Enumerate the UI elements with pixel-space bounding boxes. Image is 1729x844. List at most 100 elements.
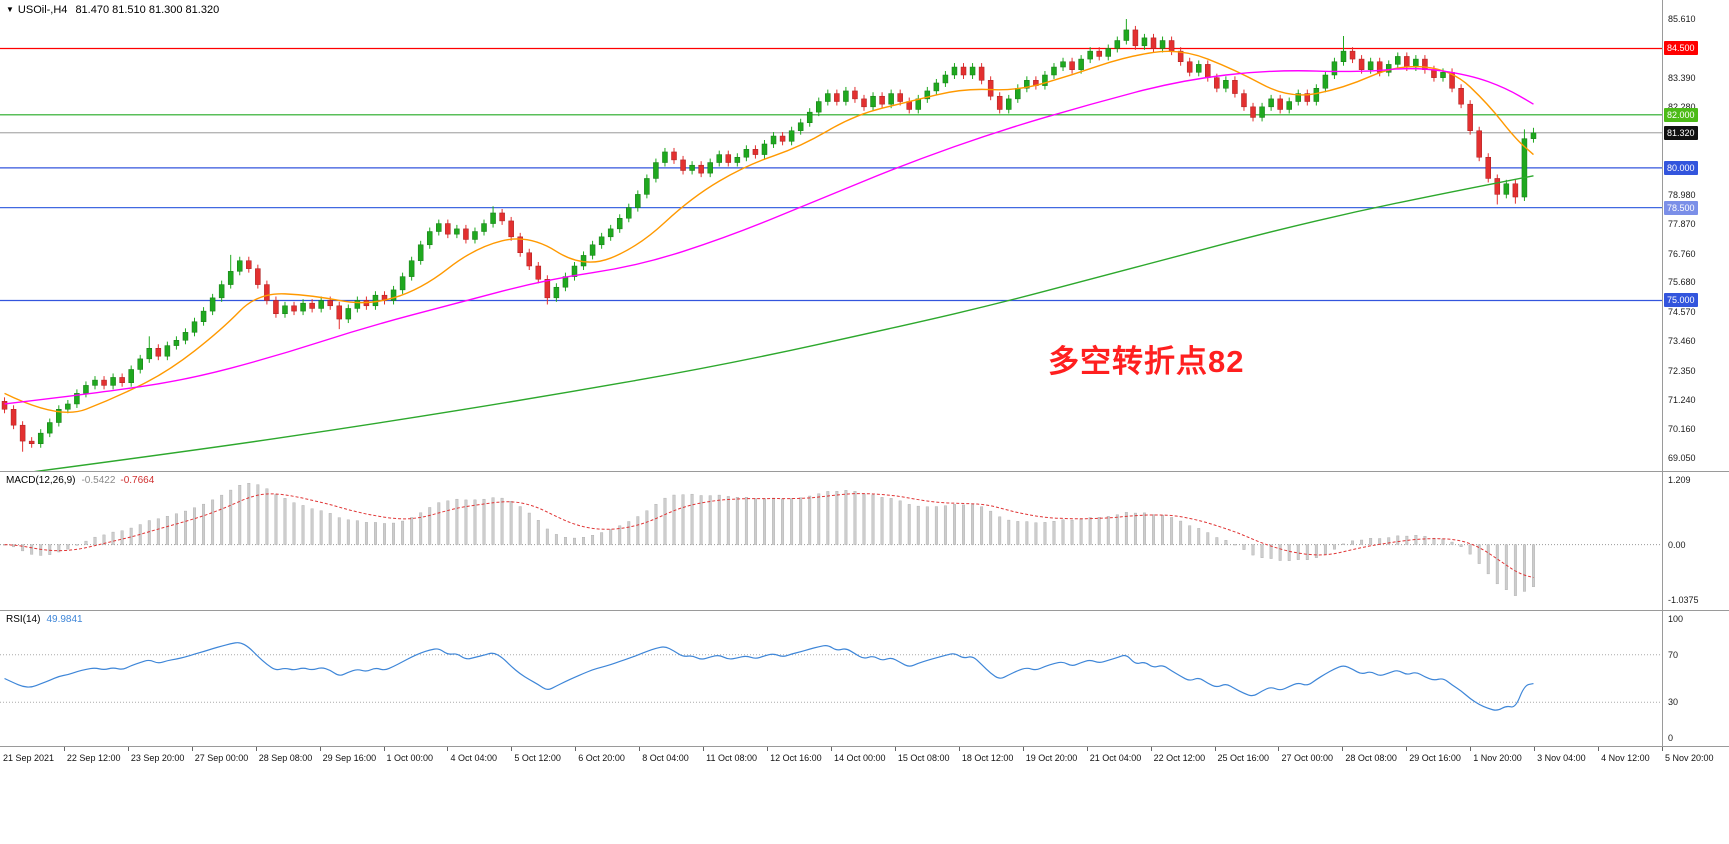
time-label: 21 Sep 2021 [3,753,55,763]
ohlc-values: 81.470 81.510 81.300 81.320 [75,4,220,16]
time-label: 23 Sep 20:00 [130,753,185,763]
ma-slow-green [33,175,1534,471]
time-axis[interactable]: 21 Sep 2021 22 Sep 12:00 23 Sep 20:00 27 Se… [0,746,1729,773]
time-tick [1598,747,1600,751]
rsi-value: 49.9841 [46,614,83,625]
time-tick [831,747,832,751]
price-tick: 76.760 [1668,248,1696,259]
time-label: 5 Oct 12:00 [514,753,561,763]
macd-name: MACD(12,26,9) [6,475,76,486]
time-label: 28 Sep 08:00 [258,753,313,763]
time-tick [255,747,257,751]
macd-label: MACD(12,26,9) -0.5422 -0.7664 [6,475,154,486]
price-tick: 69.050 [1668,453,1696,464]
macd-tick: -1.0375 [1668,595,1699,605]
time-tick [1406,747,1408,751]
macd-canvas[interactable] [0,472,1662,610]
time-tick [127,747,129,751]
price-axis[interactable]: 85.610 83.390 82.280 78.980 77.870 76.760 75.6… [1662,0,1729,471]
price-tag-78.500: 78.500 [1664,200,1698,215]
chart-annotation-text[interactable]: 多空转折点82 [1048,344,1245,379]
time-label: 4 Oct 04:00 [450,753,497,763]
time-label: 22 Oct 12:00 [1153,753,1206,763]
time-tick [511,747,513,751]
time-tick [639,747,641,751]
time-label: 22 Sep 12:00 [66,753,121,763]
macd-value-signal: -0.7664 [120,475,155,486]
rsi-axis[interactable]: 100 70 30 0 [1662,611,1729,747]
time-label: 4 Nov 12:00 [1601,753,1650,763]
time-label: 21 Oct 04:00 [1089,753,1142,763]
price-tick: 82.280 [1668,101,1696,113]
time-tick [1150,747,1152,751]
macd-tick: 1.209 [1668,475,1691,485]
rsi-name: RSI(14) [6,614,41,625]
time-label: 27 Sep 00:00 [194,753,249,763]
price-tag-81.320: 81.320 [1664,125,1698,140]
time-label: 12 Oct 16:00 [770,753,822,763]
time-tick [1342,747,1344,751]
macd-panel: MACD(12,26,9) -0.5422 -0.7664 1.209 0.00 -1.… [0,471,1729,611]
time-tick [767,747,769,751]
rsi-line [4,642,1534,711]
price-tick: 83.390 [1668,72,1696,83]
time-label: 25 Oct 16:00 [1217,753,1270,763]
time-tick [63,747,65,751]
time-tick [1214,747,1216,751]
rsi-canvas[interactable] [0,611,1662,746]
macd-signal-line [4,493,1534,579]
time-label: 1 Oct 00:00 [386,753,434,763]
time-tick [575,747,577,751]
rsi-tick: 30 [1668,697,1679,708]
time-label: 18 Oct 12:00 [961,753,1014,763]
macd-axis[interactable]: 1.209 0.00 -1.0375 [1662,472,1729,611]
time-label: 5 Nov 20:00 [1665,753,1714,763]
ma-fast-orange [4,50,1534,413]
price-tick: 75.680 [1668,277,1696,288]
price-tick: 77.870 [1668,219,1696,230]
time-tick [958,747,960,751]
time-tick [191,747,193,751]
price-tick: 70.160 [1668,423,1696,434]
price-tick: 78.980 [1668,189,1696,200]
time-tick [1278,747,1280,751]
price-tick: 71.240 [1668,395,1696,406]
price-tick: 74.570 [1668,306,1696,317]
time-label: 29 Oct 16:00 [1409,753,1461,763]
time-label: 14 Oct 00:00 [834,753,886,763]
macd-value-main: -0.5422 [81,475,116,486]
time-tick [383,747,385,751]
time-tick [1534,747,1536,751]
symbol-info: ▼ USOil-,H4 81.470 81.510 81.300 81.320 [6,4,219,16]
time-tick [1662,747,1663,751]
rsi-tick: 70 [1668,649,1679,660]
price-tag-84.500: 84.500 [1664,41,1698,56]
price-tag-80.000: 80.000 [1664,160,1698,175]
collapse-arrow-icon[interactable]: ▼ [6,5,14,14]
time-label: 3 Nov 04:00 [1537,753,1586,763]
time-tick [894,747,896,751]
time-tick [1022,747,1024,751]
price-chart-canvas[interactable] [0,0,1662,471]
time-label: 28 Oct 08:00 [1345,753,1397,763]
macd-tick: 0.00 [1668,539,1686,550]
time-label: 11 Oct 08:00 [706,753,758,763]
price-panel: ▼ USOil-,H4 81.470 81.510 81.300 81.320 多空… [0,0,1729,471]
time-label: 6 Oct 20:00 [578,753,625,763]
time-tick [1470,747,1472,751]
time-label: 29 Sep 16:00 [322,753,377,763]
time-label: 15 Oct 08:00 [897,753,950,763]
price-tick: 73.460 [1668,336,1696,347]
time-tick [447,747,449,751]
time-label: 19 Oct 20:00 [1025,753,1078,763]
price-tag-82.000: 82.000 [1664,107,1698,122]
price-tag-75.000: 75.000 [1664,293,1698,308]
time-label: 27 Oct 00:00 [1281,753,1333,763]
time-label: 1 Nov 20:00 [1473,753,1522,763]
price-tick: 72.350 [1668,365,1696,376]
time-tick [703,747,705,751]
rsi-label: RSI(14) 49.9841 [6,614,83,625]
rsi-tick: 0 [1668,733,1674,743]
rsi-tick: 100 [1668,614,1684,624]
